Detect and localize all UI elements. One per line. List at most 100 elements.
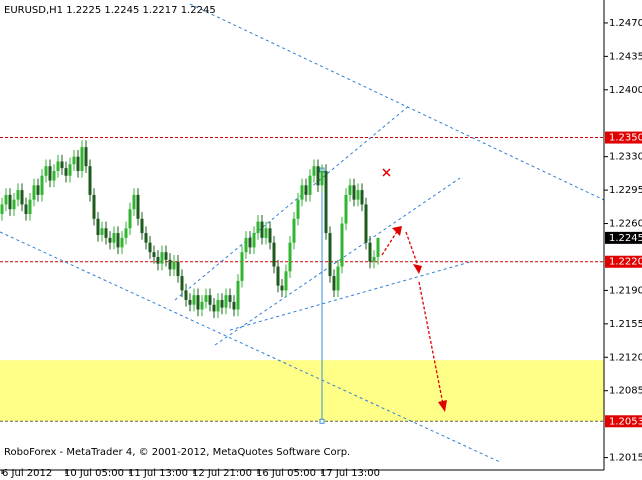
candle-body xyxy=(56,161,60,171)
candle-body xyxy=(276,266,280,286)
x-tick-label: 6 Jul 2012 xyxy=(2,468,52,479)
candle-body xyxy=(168,259,172,270)
candle-body xyxy=(244,237,248,253)
candle-body xyxy=(84,147,88,167)
plot-under xyxy=(0,137,604,424)
candle-body xyxy=(112,233,116,243)
candle-body xyxy=(256,221,260,234)
marker-end xyxy=(319,418,325,424)
candle-body xyxy=(372,256,376,262)
footer: RoboForex - MetaTrader 4, © 2001-2012, M… xyxy=(4,447,350,458)
candle-body xyxy=(308,175,312,195)
candle-body xyxy=(284,271,288,291)
candle-body xyxy=(304,185,308,195)
candle-body xyxy=(336,266,340,291)
candle-body xyxy=(216,299,220,312)
candle-body xyxy=(136,194,140,219)
candle-body xyxy=(196,295,200,310)
candle-body xyxy=(232,301,236,310)
level-label-bg xyxy=(605,131,642,144)
candle-body xyxy=(360,190,364,205)
candle-body xyxy=(144,233,148,243)
candle-body xyxy=(316,166,320,186)
arrow-head xyxy=(438,400,447,412)
candle-body xyxy=(120,237,124,248)
candle-body xyxy=(156,256,160,264)
candle-body xyxy=(204,295,208,302)
candle-body xyxy=(124,228,128,238)
y-tick-label: 1.2260 xyxy=(609,219,642,230)
x-tick-label: 16 Jul 05:00 xyxy=(256,468,316,479)
candle-body xyxy=(20,190,24,205)
x-tick-label: 12 Jul 21:00 xyxy=(192,468,252,479)
y-tick-label: 1.2190 xyxy=(609,285,642,296)
candle-body xyxy=(280,285,284,291)
arrow-head xyxy=(413,264,422,274)
level-label: 1.2053 xyxy=(609,416,642,427)
chart-title: EURUSD,H1 1.2225 1.2245 1.2217 1.2245 xyxy=(4,5,216,16)
y-tick-label: 1.2435 xyxy=(609,51,642,62)
candle-body xyxy=(228,295,232,302)
x-tick-label: 10 Jul 05:00 xyxy=(64,468,124,479)
candle-body xyxy=(364,204,368,243)
candle-body xyxy=(264,228,268,238)
trend-line xyxy=(214,177,461,346)
candle-body xyxy=(116,233,120,248)
candles xyxy=(0,140,380,319)
candle-body xyxy=(328,233,332,277)
candle-body xyxy=(288,242,292,272)
candle-body xyxy=(16,190,20,200)
y-tick-label: 1.2400 xyxy=(609,85,642,96)
level-label-bg xyxy=(605,255,642,268)
candle-body xyxy=(368,242,372,262)
candle-body xyxy=(132,194,136,210)
candle-body xyxy=(212,304,216,312)
candle-body xyxy=(268,228,272,243)
candle-body xyxy=(96,218,100,235)
candle-body xyxy=(60,161,64,169)
level-label: 1.2245 xyxy=(609,233,642,244)
y-tick-label: 1.2155 xyxy=(609,319,642,330)
y-tick-label: 1.2015 xyxy=(609,453,642,464)
forecast-arrows xyxy=(381,168,447,412)
candle-body xyxy=(260,221,264,238)
candle-body xyxy=(300,185,304,200)
candle-body xyxy=(344,194,348,224)
candle-body xyxy=(208,295,212,305)
candle-body xyxy=(76,156,80,171)
candle-body xyxy=(200,301,204,310)
candle-body xyxy=(188,299,192,305)
candle-body xyxy=(272,242,276,267)
candle-body xyxy=(8,194,12,210)
candle-body xyxy=(148,242,152,253)
y-tick-label: 1.2295 xyxy=(609,185,642,196)
candle-body xyxy=(32,185,36,200)
candle-body xyxy=(172,261,176,270)
level-label-bg xyxy=(605,231,642,244)
trend-lines xyxy=(0,3,605,463)
candle-body xyxy=(28,199,32,214)
x-tick-label: 11 Jul 13:00 xyxy=(128,468,188,479)
candle-body xyxy=(356,190,360,200)
candle-body xyxy=(128,209,132,229)
candle-body xyxy=(252,233,256,248)
candle-body xyxy=(176,261,180,277)
candle-body xyxy=(332,276,336,291)
candle-body xyxy=(88,166,92,195)
candle-body xyxy=(192,295,196,305)
candle-body xyxy=(184,290,188,300)
axes: 1.2470 1.2435 1.2400 1.2330 1.2295 1.2260 1.21… xyxy=(1,18,642,479)
forecast-arrow xyxy=(405,231,419,267)
level-label: 1.2350 xyxy=(609,133,642,144)
candle-body xyxy=(12,199,16,210)
arrow-head xyxy=(392,226,402,236)
candle-body xyxy=(240,252,244,281)
candle-body xyxy=(80,147,84,171)
trend-line xyxy=(0,231,501,463)
candle-body xyxy=(24,204,28,214)
candle-body xyxy=(64,168,68,176)
trend-line xyxy=(174,104,411,301)
candle-body xyxy=(0,204,4,214)
candle-body xyxy=(340,223,344,267)
candle-body xyxy=(324,170,328,234)
